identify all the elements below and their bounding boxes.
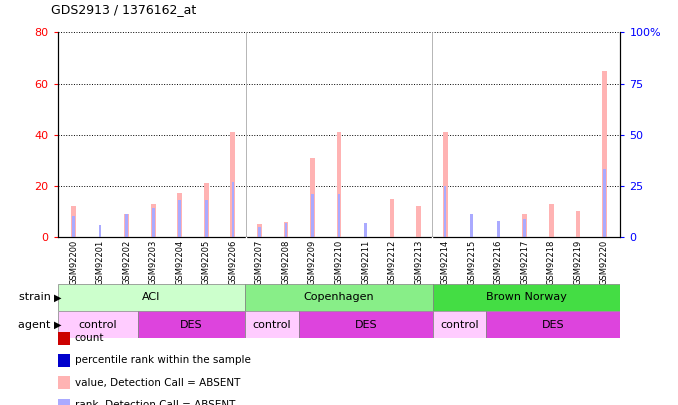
Bar xyxy=(124,214,129,237)
Bar xyxy=(58,311,138,338)
Bar xyxy=(602,71,607,237)
Text: GSM92209: GSM92209 xyxy=(308,239,317,284)
Bar xyxy=(245,311,299,338)
Text: control: control xyxy=(440,320,479,330)
Bar xyxy=(338,194,340,237)
Bar xyxy=(299,311,433,338)
Text: GSM92212: GSM92212 xyxy=(388,239,397,284)
Text: GSM92201: GSM92201 xyxy=(96,239,104,284)
Bar xyxy=(364,223,367,237)
Text: value, Detection Call = ABSENT: value, Detection Call = ABSENT xyxy=(75,378,240,388)
Bar xyxy=(336,132,342,237)
Bar xyxy=(71,206,76,237)
Text: GSM92214: GSM92214 xyxy=(441,239,450,284)
Text: count: count xyxy=(75,333,104,343)
Bar xyxy=(433,311,486,338)
Text: control: control xyxy=(253,320,292,330)
Text: GSM92208: GSM92208 xyxy=(281,239,290,285)
Bar xyxy=(310,158,315,237)
Text: ▶: ▶ xyxy=(54,320,62,330)
Bar xyxy=(523,219,526,237)
Bar xyxy=(258,227,260,237)
Text: GSM92203: GSM92203 xyxy=(148,239,158,285)
Bar xyxy=(204,183,209,237)
Bar xyxy=(257,224,262,237)
Bar xyxy=(471,214,473,237)
Bar xyxy=(231,132,235,237)
Bar xyxy=(523,214,527,237)
Bar xyxy=(576,211,580,237)
Text: Copenhagen: Copenhagen xyxy=(304,292,374,303)
Text: DES: DES xyxy=(542,320,565,330)
Text: GSM92219: GSM92219 xyxy=(574,239,582,284)
Bar xyxy=(205,200,207,237)
Text: DES: DES xyxy=(355,320,377,330)
Bar xyxy=(178,200,181,237)
Text: GSM92204: GSM92204 xyxy=(175,239,184,284)
Bar xyxy=(416,206,421,237)
Bar xyxy=(486,311,620,338)
Bar xyxy=(311,194,314,237)
Text: percentile rank within the sample: percentile rank within the sample xyxy=(75,356,250,365)
Text: DES: DES xyxy=(180,320,203,330)
Bar xyxy=(178,194,182,237)
Bar xyxy=(245,284,433,311)
Bar xyxy=(73,217,75,237)
Text: GSM92217: GSM92217 xyxy=(520,239,530,285)
Text: GSM92200: GSM92200 xyxy=(69,239,78,284)
Bar xyxy=(283,222,288,237)
Bar xyxy=(549,204,554,237)
Text: GSM92213: GSM92213 xyxy=(414,239,423,285)
Bar xyxy=(603,169,605,237)
Bar xyxy=(151,204,155,237)
Bar xyxy=(497,221,500,237)
Text: GSM92220: GSM92220 xyxy=(600,239,609,284)
Bar xyxy=(390,198,395,237)
Bar xyxy=(99,225,102,237)
Text: control: control xyxy=(79,320,117,330)
Text: rank, Detection Call = ABSENT: rank, Detection Call = ABSENT xyxy=(75,400,235,405)
Bar xyxy=(444,186,447,237)
Text: ▶: ▶ xyxy=(54,292,62,303)
Text: agent: agent xyxy=(18,320,54,330)
Text: GSM92218: GSM92218 xyxy=(547,239,556,285)
Text: GSM92211: GSM92211 xyxy=(361,239,370,284)
Text: GSM92210: GSM92210 xyxy=(334,239,344,284)
Text: GSM92207: GSM92207 xyxy=(255,239,264,285)
Bar xyxy=(138,311,245,338)
Text: GSM92206: GSM92206 xyxy=(228,239,237,285)
Bar xyxy=(443,132,447,237)
Text: GSM92205: GSM92205 xyxy=(202,239,211,284)
Text: ACI: ACI xyxy=(142,292,161,303)
Text: GSM92202: GSM92202 xyxy=(122,239,131,284)
Bar xyxy=(433,284,620,311)
Text: Brown Norway: Brown Norway xyxy=(486,292,567,303)
Text: GDS2913 / 1376162_at: GDS2913 / 1376162_at xyxy=(51,3,196,16)
Bar xyxy=(58,284,245,311)
Bar xyxy=(231,182,234,237)
Bar xyxy=(285,223,287,237)
Text: GSM92216: GSM92216 xyxy=(494,239,503,285)
Bar xyxy=(152,208,155,237)
Bar xyxy=(125,214,128,237)
Text: strain: strain xyxy=(19,292,54,303)
Text: GSM92215: GSM92215 xyxy=(467,239,476,284)
